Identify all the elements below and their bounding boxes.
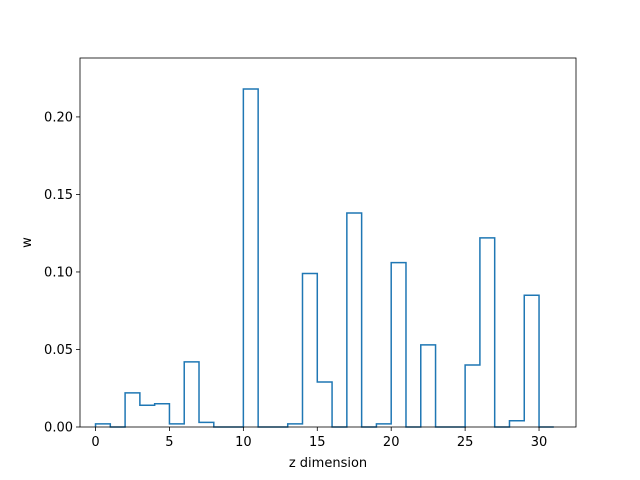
y-tick-label: 0.05 [44, 343, 73, 358]
y-tick-label: 0.20 [44, 110, 73, 125]
x-tick-label: 30 [531, 435, 548, 450]
x-tick-label: 20 [383, 435, 400, 450]
y-tick-label: 0.00 [44, 421, 73, 436]
x-tick-label: 5 [165, 435, 173, 450]
axes-frame [79, 57, 577, 428]
y-tick-label: 0.15 [44, 188, 73, 203]
plot-area [94, 88, 554, 428]
y-axis-label: w [20, 237, 35, 248]
x-tick-label: 25 [457, 435, 474, 450]
x-axis-label: z dimension [289, 456, 367, 471]
x-tick-label: 10 [235, 435, 252, 450]
x-tick-label: 0 [91, 435, 99, 450]
x-tick-label: 15 [309, 435, 326, 450]
y-axis: 0.00 0.05 0.10 0.15 0.20 [44, 110, 80, 436]
y-tick-label: 0.10 [44, 265, 73, 280]
histogram-step-line [94, 88, 554, 428]
x-axis: 0 5 10 15 20 25 30 [91, 427, 547, 450]
